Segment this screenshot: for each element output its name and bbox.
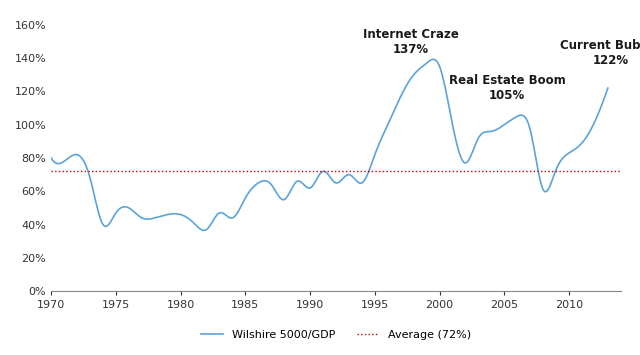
Wilshire 5000/GDP bbox=[313, 177, 321, 181]
Line: Wilshire 5000/GDP: Wilshire 5000/GDP bbox=[51, 59, 608, 230]
Wilshire 5000/GDP bbox=[47, 156, 55, 160]
Text: Current Bubble
122%: Current Bubble 122% bbox=[560, 39, 640, 67]
Wilshire 5000/GDP bbox=[429, 57, 436, 61]
Text: Internet Craze
137%: Internet Craze 137% bbox=[363, 28, 459, 56]
Wilshire 5000/GDP bbox=[200, 228, 208, 233]
Wilshire 5000/GDP bbox=[604, 86, 612, 90]
Legend: Wilshire 5000/GDP, Average (72%): Wilshire 5000/GDP, Average (72%) bbox=[196, 325, 476, 344]
Wilshire 5000/GDP bbox=[316, 172, 324, 176]
Text: Real Estate Boom
105%: Real Estate Boom 105% bbox=[449, 74, 565, 102]
Wilshire 5000/GDP bbox=[349, 175, 357, 180]
Wilshire 5000/GDP bbox=[506, 119, 513, 123]
Wilshire 5000/GDP bbox=[593, 115, 600, 120]
Wilshire 5000/GDP bbox=[380, 132, 387, 136]
